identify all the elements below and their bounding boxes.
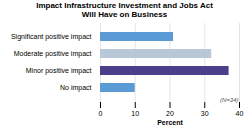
svg-text:Moderate positive impact: Moderate positive impact xyxy=(14,51,92,59)
svg-text:10: 10 xyxy=(131,111,139,118)
html-text:Will Have on Business: Will Have on Business xyxy=(81,10,168,20)
svg-text:Minor positive impact: Minor positive impact xyxy=(26,68,92,76)
svg-text:(N=34): (N=34) xyxy=(220,97,239,103)
svg-text:20: 20 xyxy=(166,111,174,118)
svg-text:30: 30 xyxy=(201,111,209,118)
svg-text:Percent: Percent xyxy=(157,119,183,126)
html-text:Impact Infrastructure Investme: Impact Infrastructure Investment and Job… xyxy=(36,1,213,10)
svg-text:Significant positive impact: Significant positive impact xyxy=(11,34,92,42)
svg-text:No impact: No impact xyxy=(60,85,92,93)
svg-text:0: 0 xyxy=(99,111,103,118)
svg-text:40: 40 xyxy=(236,111,244,118)
